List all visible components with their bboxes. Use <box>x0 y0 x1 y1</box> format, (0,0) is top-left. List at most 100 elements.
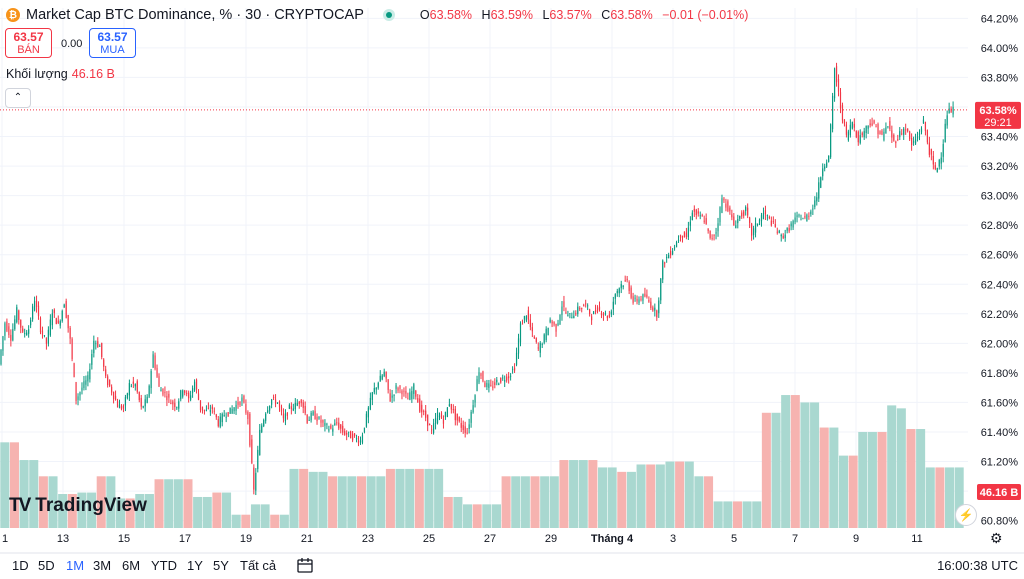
candle-body <box>188 392 190 399</box>
candle-body <box>438 415 441 417</box>
candle-body <box>332 428 334 432</box>
range-5y[interactable]: 5Y <box>213 558 229 573</box>
candle-body <box>826 162 828 167</box>
y-tick-label: 61.20% <box>981 457 1019 469</box>
volume-bar <box>212 492 222 528</box>
volume-bar <box>164 479 174 528</box>
gear-icon[interactable]: ⚙ <box>990 530 1003 546</box>
candle-body <box>336 422 338 424</box>
x-tick-label: 9 <box>853 533 859 545</box>
candle-body <box>488 383 490 388</box>
candle-body <box>136 381 138 392</box>
candle-body <box>41 330 44 335</box>
range-1m[interactable]: 1M <box>66 558 85 573</box>
collapse-legend-button[interactable]: ⌃ <box>5 88 31 108</box>
candle-body <box>563 301 565 308</box>
volume-bar <box>289 468 299 528</box>
candle-body <box>784 234 786 239</box>
candle-body <box>873 120 875 124</box>
ohlc-values: O63.58% H63.59% L63.57% C63.58% −0.01 (−… <box>419 8 749 22</box>
y-tick-label: 63.80% <box>981 72 1019 84</box>
candle-body <box>824 166 826 169</box>
range-1y[interactable]: 1Y <box>187 558 203 573</box>
volume-bar <box>270 514 280 528</box>
range-5d[interactable]: 5D <box>38 558 55 573</box>
volume-bar <box>337 476 347 528</box>
symbol-title[interactable]: Market Cap BTC Dominance, % · 30 · CRYPT… <box>26 7 364 23</box>
range-6m[interactable]: 6M <box>122 558 141 573</box>
volume-bar <box>829 427 839 528</box>
x-tick-label: 27 <box>484 533 496 545</box>
candle-body <box>758 219 761 225</box>
candle-body <box>292 408 294 411</box>
volume-legend: Khối lượng 46.16 B <box>6 67 115 81</box>
candle-body <box>776 231 778 233</box>
candle-body <box>598 306 601 310</box>
candle-body <box>707 228 709 231</box>
candle-body <box>735 225 737 229</box>
candle-body <box>519 323 522 343</box>
candle-body <box>486 383 488 388</box>
candle-body <box>600 313 603 316</box>
volume-bar <box>655 464 665 528</box>
candle-body <box>379 375 381 382</box>
volume-bar <box>896 408 906 528</box>
candle-body <box>184 390 186 393</box>
y-tick-label: 63.20% <box>981 161 1019 173</box>
x-tick-label: Tháng 4 <box>591 533 634 545</box>
range-all[interactable]: Tất cả <box>240 558 277 573</box>
candle-body <box>0 349 2 365</box>
candle-body <box>932 155 934 165</box>
lightning-icon[interactable]: ⚡ <box>955 504 977 526</box>
candle-body <box>751 223 753 236</box>
candle-body <box>618 288 620 294</box>
y-tick-label: 64.20% <box>981 13 1019 25</box>
candle-body <box>814 200 816 207</box>
volume-bar <box>231 514 241 528</box>
candle-body <box>79 392 81 396</box>
candle-body <box>527 310 529 320</box>
candle-body <box>849 124 851 136</box>
candle-body <box>383 371 385 377</box>
candle-body <box>879 131 881 135</box>
x-tick-label: 29 <box>545 533 557 545</box>
range-1d[interactable]: 1D <box>12 558 29 573</box>
candle-body <box>843 119 846 124</box>
candle-body <box>444 412 447 418</box>
sell-button[interactable]: 63.57 BÁN <box>5 28 52 58</box>
candle-body <box>529 319 531 328</box>
candle-body <box>800 219 802 221</box>
candle-body <box>267 410 269 413</box>
candle-body <box>899 131 901 138</box>
calendar-icon[interactable] <box>297 558 313 573</box>
candle-body <box>577 306 579 315</box>
candle-body <box>203 409 206 411</box>
candle-body <box>608 314 610 317</box>
candle-body <box>47 329 49 344</box>
candle-body <box>201 406 204 411</box>
buy-button[interactable]: 63.57 MUA <box>89 28 136 58</box>
candle-body <box>20 319 22 328</box>
candle-body <box>304 405 306 414</box>
candle-body <box>462 425 464 430</box>
range-ytd[interactable]: YTD <box>151 558 177 573</box>
candle-body <box>440 413 443 419</box>
candle-body <box>893 134 895 141</box>
candle-body <box>778 230 780 233</box>
candle-body <box>887 126 889 128</box>
range-3m[interactable]: 3M <box>93 558 112 573</box>
candle-body <box>353 433 356 436</box>
candle-body <box>555 324 557 332</box>
candle-body <box>602 313 605 316</box>
candle-body <box>614 294 616 299</box>
candle-body <box>490 385 492 386</box>
candle-body <box>350 431 352 439</box>
candle-body <box>656 310 658 318</box>
candle-body <box>4 323 6 336</box>
candle-body <box>705 218 707 224</box>
x-tick-label: 13 <box>57 533 69 545</box>
volume-bar <box>318 471 328 528</box>
candle-body <box>237 402 239 405</box>
volume-bar <box>867 431 877 528</box>
